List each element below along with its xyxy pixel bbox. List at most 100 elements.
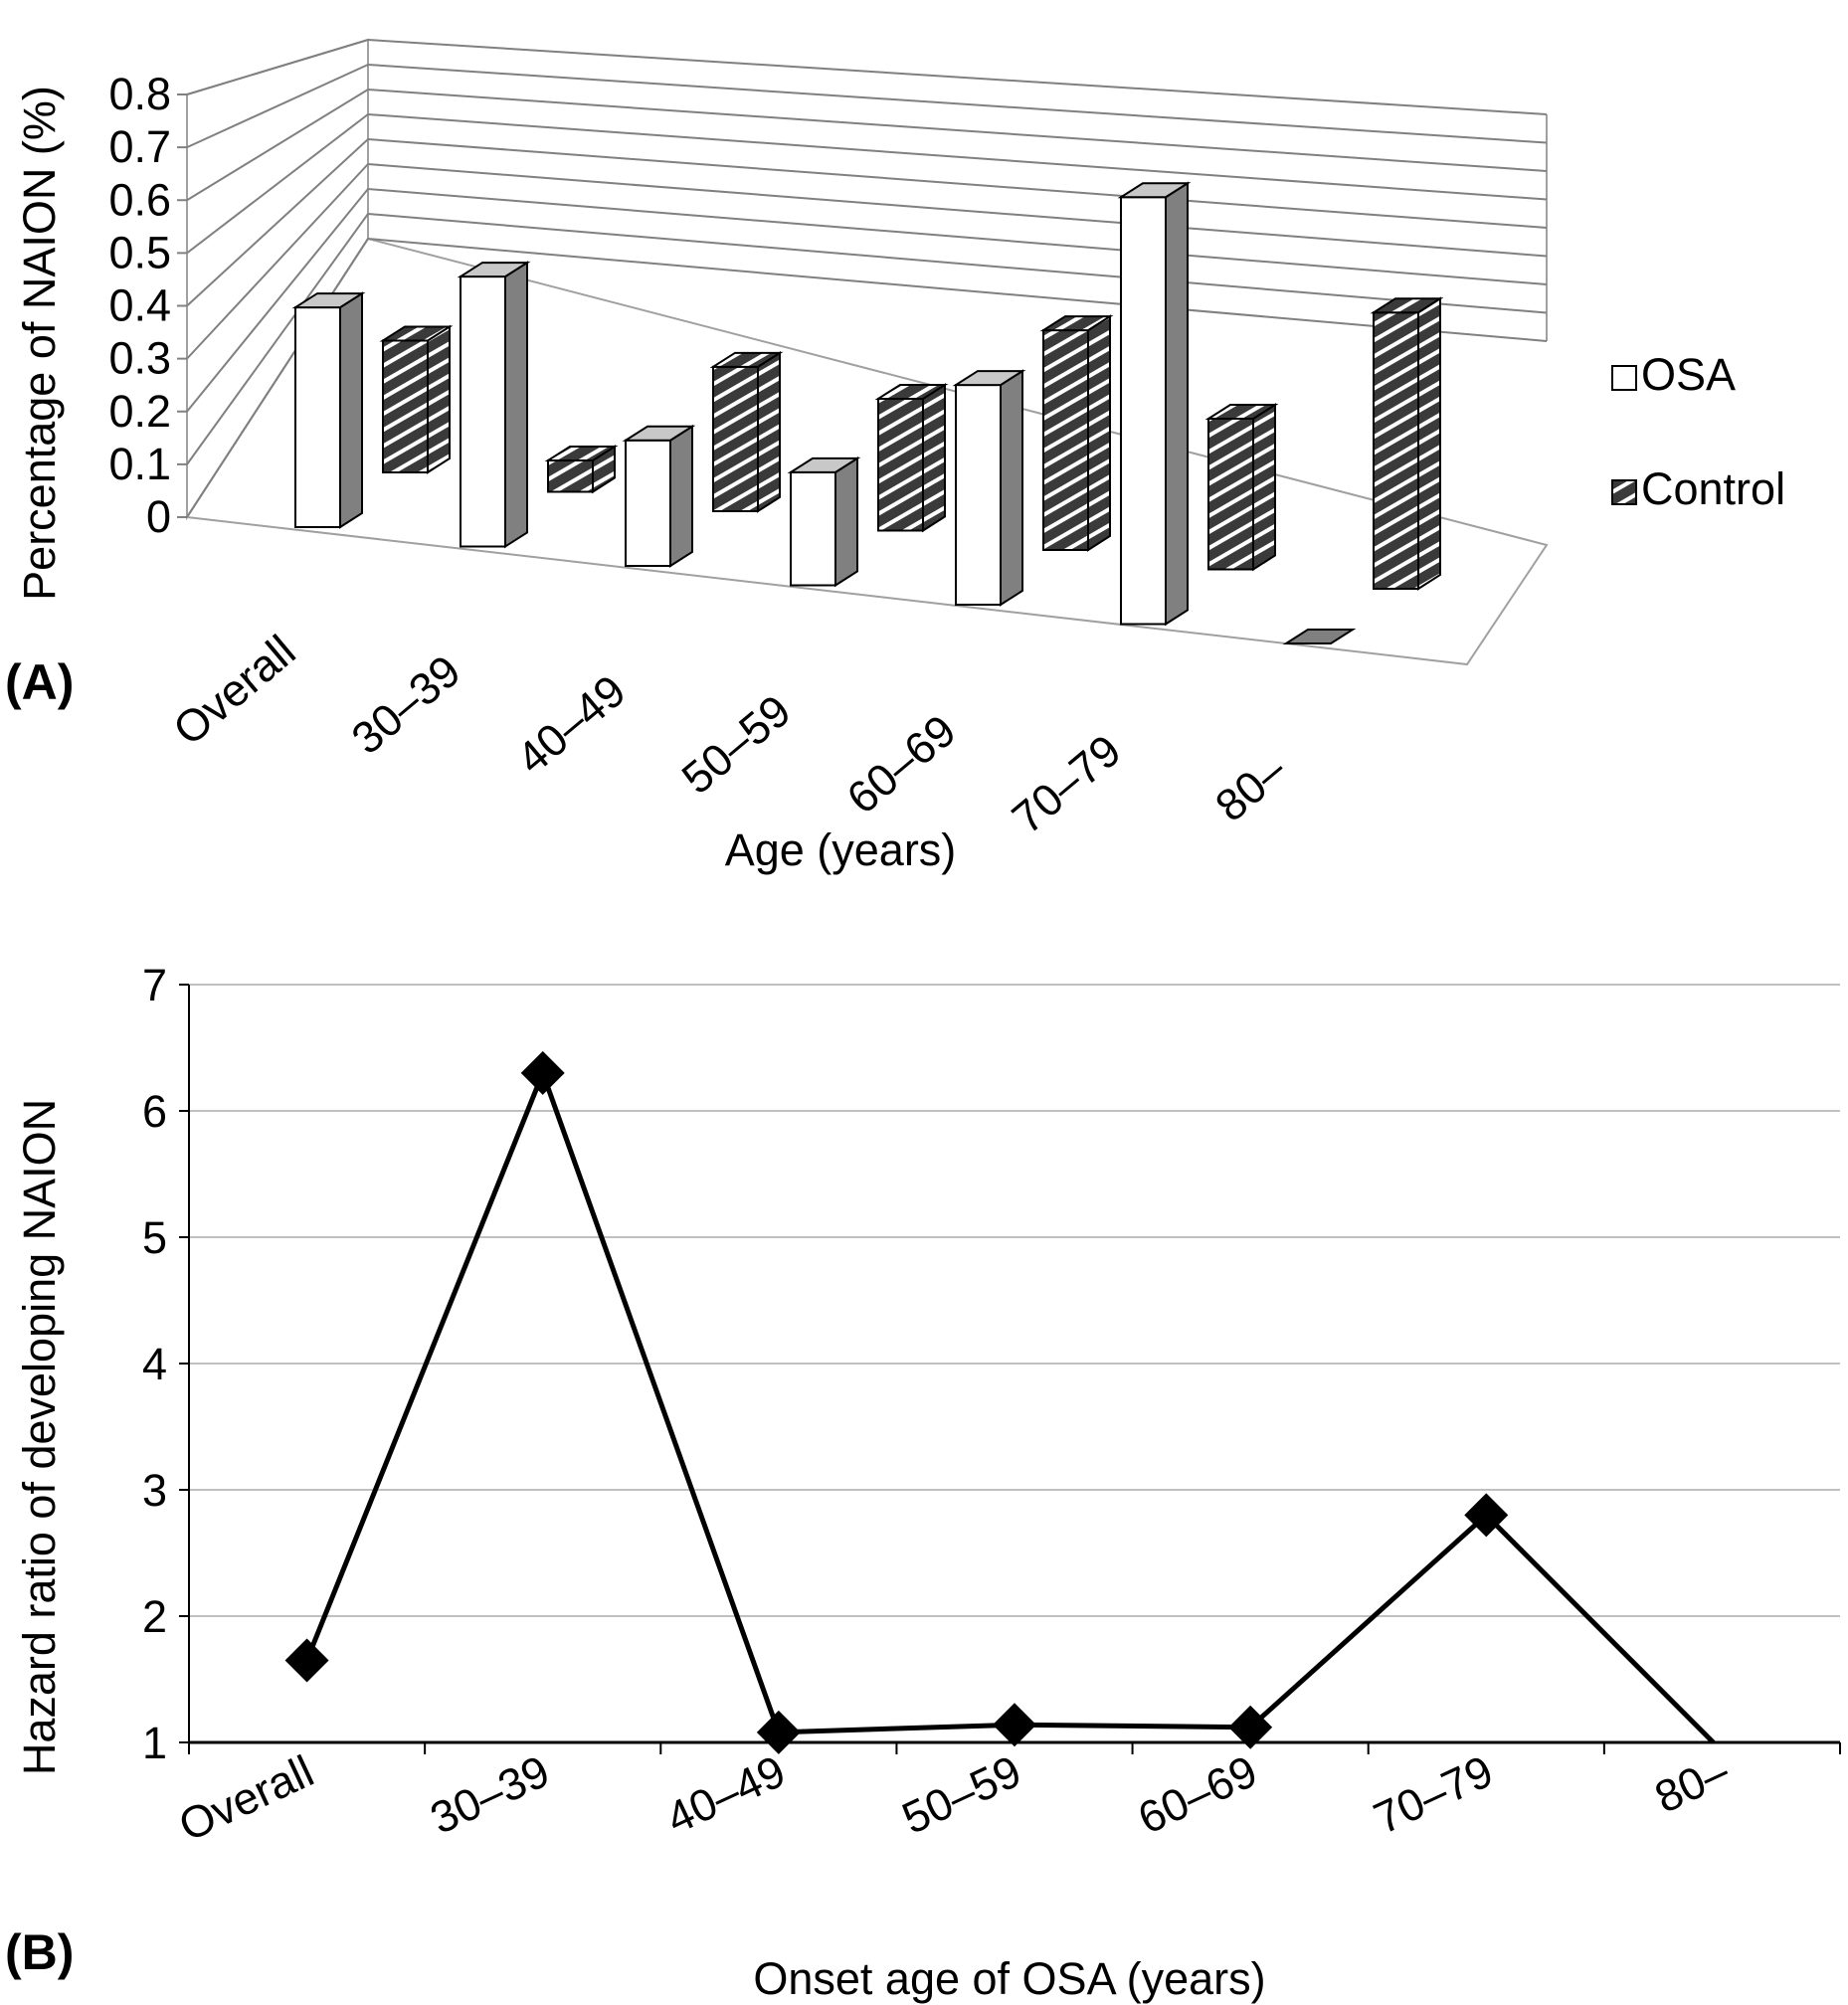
bar-osa-0-front bbox=[294, 306, 341, 528]
y-tick-label: 0.3 bbox=[108, 333, 171, 384]
y-tick-label: 4 bbox=[142, 1339, 167, 1389]
panel-a-y-tick-labels: 00.10.20.30.40.50.60.70.8 bbox=[108, 69, 171, 542]
panel-b-y-tick-labels: 1 2 3 4 5 6 7 bbox=[142, 960, 167, 1768]
x-tick-label: 80– bbox=[1647, 1745, 1737, 1823]
bar-osa-4 bbox=[952, 369, 1026, 607]
panel-b-y-axis-title: Hazard ratio of developing NAION bbox=[14, 1099, 65, 1775]
bar-control-0-side bbox=[427, 324, 451, 474]
gridline-8 bbox=[186, 38, 1548, 115]
bar-control-3-top bbox=[874, 383, 949, 400]
bar-osa-1-top bbox=[457, 262, 531, 278]
bar-control-3-front bbox=[877, 397, 924, 532]
x-tick-label: 40–49 bbox=[507, 665, 636, 785]
x-tick-label: 30–39 bbox=[342, 645, 470, 765]
bar-control-3 bbox=[874, 383, 949, 533]
gridline-5 bbox=[186, 112, 1548, 255]
bar-control-4-top bbox=[1039, 315, 1114, 332]
data-point-diamond bbox=[756, 1710, 801, 1754]
panel-b-x-tick-labels: Overall 30–39 40–49 50–59 60–69 70–79 80– bbox=[171, 1745, 1737, 1851]
data-point-diamond bbox=[284, 1638, 329, 1683]
y-tick-label: 0.8 bbox=[108, 69, 171, 119]
bar-control-6-front bbox=[1373, 311, 1419, 590]
bar-control-2 bbox=[709, 350, 784, 513]
x-tick-label: Overall bbox=[163, 626, 304, 756]
bar-osa-5 bbox=[1117, 181, 1192, 627]
bar-osa-6 bbox=[1282, 629, 1357, 644]
bar-control-2-front bbox=[712, 365, 759, 512]
bar-osa-2-front bbox=[625, 439, 671, 567]
bar-osa-2 bbox=[622, 424, 696, 568]
panel-a-x-axis-title: Age (years) bbox=[725, 824, 957, 875]
bar-control-5-top bbox=[1204, 404, 1279, 420]
gridline-4 bbox=[186, 137, 1548, 307]
bar-osa-5-front bbox=[1120, 196, 1167, 626]
y-tick-label: 0.4 bbox=[108, 280, 171, 331]
bar-osa-1-front bbox=[460, 275, 506, 548]
y-tick-label: 1 bbox=[142, 1718, 167, 1768]
x-tick-label: 40–49 bbox=[658, 1745, 793, 1844]
panel-b-x-axis-title: Onset age of OSA (years) bbox=[753, 1953, 1265, 2004]
bar-control-1 bbox=[544, 445, 619, 494]
bar-control-2-side bbox=[757, 350, 781, 513]
panel-a-label: (A) bbox=[5, 654, 74, 710]
x-tick-label: 50–59 bbox=[672, 685, 801, 805]
data-point-diamond bbox=[520, 1050, 565, 1095]
panel-b-gridlines bbox=[179, 984, 1840, 1743]
bar-osa-4-side bbox=[1000, 369, 1023, 607]
bar-osa-0-side bbox=[339, 291, 363, 529]
y-tick-label: 5 bbox=[142, 1212, 167, 1263]
bar-control-4-front bbox=[1042, 329, 1089, 551]
bar-osa-5-side bbox=[1165, 181, 1189, 627]
data-point-diamond bbox=[1464, 1493, 1509, 1538]
bar-osa-4-top bbox=[952, 370, 1026, 387]
legend-swatch-control bbox=[1611, 479, 1637, 505]
bar-osa-3-top bbox=[787, 456, 861, 473]
bar-osa-2-top bbox=[622, 425, 696, 442]
bar-osa-3 bbox=[787, 456, 861, 588]
bar-control-0-top bbox=[379, 325, 454, 342]
bar-osa-1-side bbox=[504, 261, 528, 549]
bar-control-5-side bbox=[1252, 403, 1276, 572]
legend-label-control: Control bbox=[1641, 463, 1785, 514]
panel-a-y-axis-title: Percentage of NAION (%) bbox=[14, 86, 65, 601]
gridline-6 bbox=[186, 88, 1548, 202]
x-tick-label: 60–69 bbox=[1130, 1745, 1264, 1844]
panel-a-x-tick-labels: Overall 30–39 40–49 50–59 60–69 70–79 80– bbox=[163, 626, 1295, 844]
x-tick-label: 50–59 bbox=[894, 1745, 1028, 1844]
panel-a-legend: OSA Control bbox=[1611, 349, 1785, 514]
x-tick-label: Overall bbox=[171, 1745, 321, 1851]
y-tick-label: 0 bbox=[146, 491, 171, 542]
gridline-3 bbox=[186, 162, 1548, 360]
bar-control-1-front bbox=[547, 458, 594, 493]
bar-control-5-front bbox=[1207, 418, 1254, 571]
panel-b-series-line bbox=[304, 1065, 1716, 1744]
x-tick-label: 60–69 bbox=[837, 705, 966, 824]
bar-control-4-side bbox=[1087, 314, 1111, 552]
x-tick-label: 70–79 bbox=[1003, 725, 1131, 844]
panel-a-bars bbox=[291, 181, 1444, 644]
bar-control-1-top bbox=[544, 445, 619, 461]
bar-osa-3-side bbox=[834, 456, 858, 588]
bar-control-5 bbox=[1204, 403, 1279, 572]
x-tick-label: 30–39 bbox=[423, 1745, 557, 1844]
bar-control-4 bbox=[1039, 314, 1114, 552]
bar-control-2-top bbox=[709, 351, 784, 368]
bar-osa-0-top bbox=[291, 292, 366, 309]
bar-control-6-side bbox=[1417, 296, 1441, 591]
panel-b-chart: 1 2 3 4 5 6 7 Overall 30–39 40–49 50–59 60–69 70–79… bbox=[5, 960, 1841, 2004]
y-tick-label: 6 bbox=[142, 1086, 167, 1137]
bar-control-0 bbox=[379, 324, 454, 474]
x-tick-label: 70–79 bbox=[1367, 1745, 1501, 1844]
legend-label-osa: OSA bbox=[1641, 349, 1736, 400]
series-line bbox=[304, 1065, 1716, 1744]
bar-osa-1 bbox=[457, 261, 531, 549]
bar-control-0-front bbox=[382, 339, 429, 473]
y-tick-label: 0.5 bbox=[108, 227, 171, 277]
y-tick-label: 0.6 bbox=[108, 174, 171, 225]
y-tick-label: 0.1 bbox=[108, 439, 171, 489]
data-point-diamond bbox=[1228, 1705, 1273, 1749]
bar-osa-2-side bbox=[669, 424, 693, 568]
legend-swatch-osa bbox=[1611, 365, 1637, 391]
panel-b-axes bbox=[188, 985, 1841, 1754]
